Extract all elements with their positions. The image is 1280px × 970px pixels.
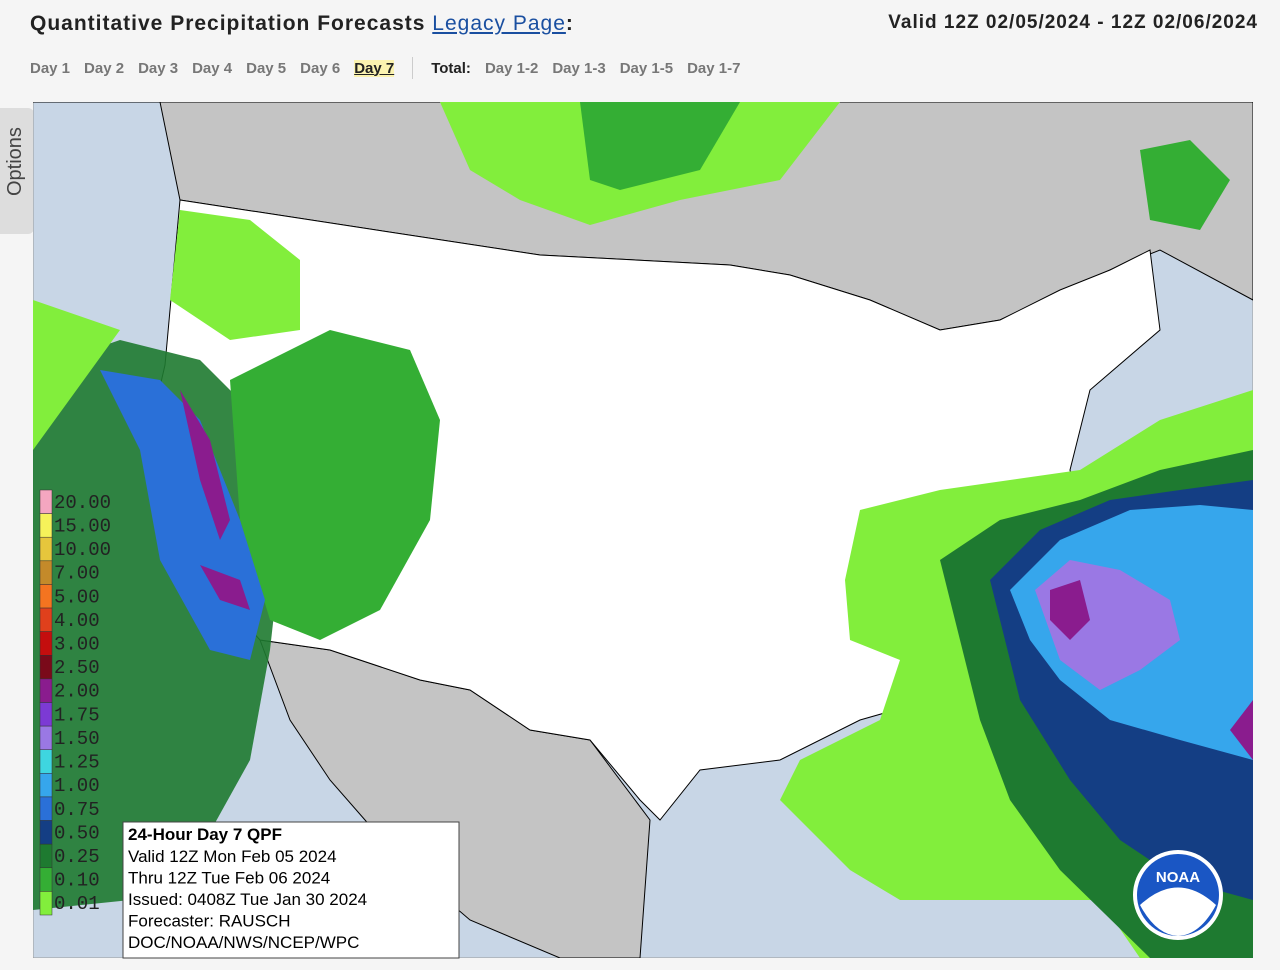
precip-quebec bbox=[1140, 140, 1230, 230]
legend-swatch bbox=[39, 773, 53, 798]
ocean bbox=[33, 102, 1253, 958]
legend-label: 0.01 bbox=[54, 893, 100, 915]
options-label[interactable]: Options bbox=[4, 127, 26, 196]
total-link[interactable]: Day 1-7 bbox=[687, 59, 741, 77]
precip-canada bbox=[440, 102, 840, 225]
header: Quantitative Precipitation Forecasts Leg… bbox=[30, 12, 1258, 42]
legend-label: 10.00 bbox=[54, 539, 111, 561]
precip-southeast bbox=[780, 390, 1253, 958]
legend-label: 7.00 bbox=[54, 563, 100, 585]
valid-period: Valid 12Z 02/05/2024 - 12Z 02/06/2024 bbox=[888, 12, 1258, 33]
info-line: DOC/NOAA/NWS/NCEP/WPC bbox=[128, 933, 359, 952]
legend-swatch bbox=[39, 702, 53, 727]
day-link[interactable]: Day 4 bbox=[192, 59, 233, 77]
separator bbox=[412, 57, 414, 79]
total-label: Total: bbox=[431, 59, 471, 77]
legend-label: 0.25 bbox=[54, 846, 100, 868]
precip-west-coast bbox=[33, 340, 280, 910]
legacy-link[interactable]: Legacy Page bbox=[432, 12, 566, 35]
logo-ring bbox=[1133, 850, 1223, 940]
day-link[interactable]: Day 7 bbox=[354, 59, 395, 77]
nav: Day 1 Day 2 Day 3 Day 4 Day 5 Day 6 Day 7 Tota… bbox=[30, 57, 740, 79]
legend-swatch bbox=[39, 843, 53, 869]
day-link[interactable]: Day 5 bbox=[246, 59, 287, 77]
precip-atlantic-blue bbox=[1010, 505, 1253, 760]
info-box bbox=[122, 821, 460, 959]
legend-label: 3.00 bbox=[54, 633, 100, 655]
legend-label: 1.75 bbox=[54, 704, 100, 726]
legend-swatch bbox=[39, 678, 53, 703]
precip-carolina bbox=[1050, 580, 1090, 640]
legend-swatch bbox=[39, 725, 53, 750]
legend-swatch bbox=[39, 584, 53, 609]
legend-label: 1.00 bbox=[54, 775, 100, 797]
info-line: Forecaster: RAUSCH bbox=[128, 912, 290, 931]
legend-swatch bbox=[39, 749, 53, 774]
legend-swatch bbox=[39, 631, 53, 656]
precip-atlantic-green bbox=[940, 450, 1253, 958]
legend-label: 2.50 bbox=[54, 657, 100, 679]
legend-label: 4.00 bbox=[54, 610, 100, 632]
legend-label: 20.00 bbox=[54, 492, 111, 514]
legend-label: 1.25 bbox=[54, 752, 100, 774]
day-link[interactable]: Day 2 bbox=[84, 59, 125, 77]
logo-circle bbox=[1137, 854, 1219, 936]
legend-label: 0.75 bbox=[54, 799, 100, 821]
legend-swatch bbox=[39, 607, 53, 632]
precip-atlantic-lavender bbox=[1035, 560, 1180, 690]
legend-label: 5.00 bbox=[54, 586, 100, 608]
info-line: Valid 12Z Mon Feb 05 2024 bbox=[128, 847, 337, 866]
precip-atlantic-dark bbox=[990, 480, 1253, 900]
legend-label: 2.00 bbox=[54, 681, 100, 703]
usa bbox=[149, 199, 1161, 821]
legend-swatch bbox=[39, 536, 53, 562]
precip-interior-west bbox=[230, 330, 440, 640]
legend-label: 0.50 bbox=[54, 822, 100, 844]
legend: 20.0015.0010.007.005.004.003.002.502.001… bbox=[39, 489, 111, 916]
day-link[interactable]: Day 3 bbox=[138, 59, 179, 77]
colon: : bbox=[565, 12, 574, 35]
legend-swatch bbox=[39, 513, 53, 538]
total-link[interactable]: Day 1-5 bbox=[619, 59, 674, 77]
info-title: 24-Hour Day 7 QPF bbox=[128, 825, 282, 844]
legend-label: 0.10 bbox=[54, 870, 100, 892]
legend-swatch bbox=[39, 891, 53, 916]
day-links: Day 1 Day 2 Day 3 Day 4 Day 5 Day 6 Day 7 bbox=[30, 59, 395, 77]
precip-northwest bbox=[33, 210, 300, 450]
logo-text: NOAA bbox=[1156, 869, 1200, 886]
mexico bbox=[259, 639, 651, 958]
day-link[interactable]: Day 6 bbox=[300, 59, 341, 77]
legend-swatch bbox=[39, 820, 53, 845]
legend-swatch bbox=[39, 655, 53, 680]
legend-label: 15.00 bbox=[54, 515, 111, 537]
legend-swatch bbox=[39, 796, 53, 821]
total-link[interactable]: Day 1-2 bbox=[484, 59, 539, 77]
legend-swatch bbox=[39, 560, 53, 585]
total-links: Day 1-2 Day 1-3 Day 1-5 Day 1-7 bbox=[485, 60, 741, 77]
info-line: Thru 12Z Tue Feb 06 2024 bbox=[128, 869, 330, 888]
options-tab[interactable]: Options bbox=[0, 108, 34, 234]
info-text: 24-Hour Day 7 QPF Valid 12Z Mon Feb 05 20… bbox=[128, 825, 367, 952]
day-link[interactable]: Day 1 bbox=[30, 59, 71, 77]
precip-canada-core bbox=[580, 102, 740, 190]
precip-sierra bbox=[180, 390, 250, 610]
logo-bird bbox=[1140, 887, 1216, 936]
total-link[interactable]: Day 1-3 bbox=[552, 59, 606, 77]
legend-swatch bbox=[39, 867, 53, 892]
legend-swatch bbox=[39, 489, 53, 514]
info-line: Issued: 0408Z Tue Jan 30 2024 bbox=[128, 890, 367, 909]
precip-california bbox=[100, 370, 265, 660]
legend-label: 1.50 bbox=[54, 728, 100, 750]
precip-offshore bbox=[1230, 700, 1253, 760]
title: Quantitative Precipitation Forecasts Leg… bbox=[30, 12, 1258, 36]
canada bbox=[33, 102, 1253, 331]
title-text: Quantitative Precipitation Forecasts bbox=[30, 12, 426, 35]
